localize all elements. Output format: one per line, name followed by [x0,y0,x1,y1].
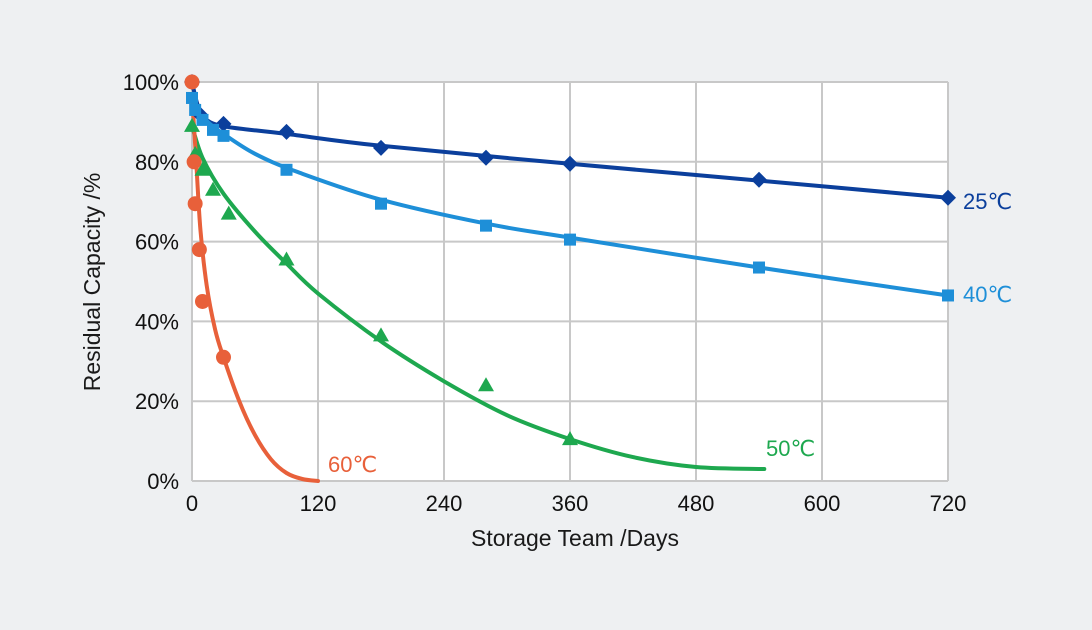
data-point-circle [195,293,210,309]
y-tick-label: 40% [135,309,179,334]
data-point-diamond [215,115,232,132]
data-point-diamond [278,123,295,140]
data-point-square [480,219,492,232]
data-point-square [186,91,198,104]
series-label-circle: 60℃ [328,452,377,477]
data-point-square [564,233,576,246]
data-point-triangle [194,161,211,176]
data-point-triangle [220,205,237,220]
x-tick-label: 360 [552,491,589,516]
data-point-square [217,129,230,142]
fit-curve-circle [190,92,320,483]
data-point-square [280,163,293,176]
series-label-diamond: 25℃ [963,189,1012,214]
data-point-diamond [562,155,578,172]
y-axis-title: Residual Capacity /% [79,173,105,392]
x-tick-label: 120 [300,491,337,516]
series-label-triangle: 50℃ [766,436,815,461]
data-point-square [753,261,765,274]
x-tick-label: 240 [426,491,463,516]
x-axis-ticks: 0 120 240 360 480 600 720 [186,491,966,516]
data-point-square [196,113,209,126]
series-label-square: 40℃ [963,282,1012,307]
data-point-square [942,289,954,302]
data-point-square [207,123,219,136]
data-point-triangle [373,327,389,342]
x-tick-label: 720 [930,491,967,516]
fit-curve-triangle [190,123,767,471]
data-point-square [375,197,387,210]
data-point-circle [184,74,200,90]
data-points [184,74,956,446]
x-tick-label: 0 [186,491,198,516]
data-point-triangle [205,181,221,196]
x-tick-label: 480 [678,491,715,516]
data-point-diamond [751,171,767,188]
x-axis-title: Storage Team /Days [471,525,679,551]
y-tick-label: 20% [135,389,179,414]
data-point-square [189,103,202,116]
data-point-triangle [184,117,200,132]
y-tick-label: 100% [123,70,179,95]
x-tick-label: 600 [804,491,841,516]
data-point-triangle [562,431,578,446]
y-axis-ticks: 0% 20% 40% 60% 80% 100% [123,70,179,494]
data-point-triangle [478,377,494,392]
y-tick-label: 60% [135,230,179,255]
data-point-circle [191,242,207,258]
data-point-circle [186,154,202,170]
data-point-circle [187,196,203,212]
y-tick-label: 0% [147,469,179,494]
data-point-diamond [478,149,494,166]
data-point-diamond [373,139,389,156]
data-point-circle [216,349,231,365]
y-tick-label: 80% [135,150,179,175]
data-point-diamond [940,189,956,206]
grid-lines [191,81,949,482]
data-point-triangle [278,251,295,266]
series-labels: 25℃ 40℃ 50℃ 60℃ [328,189,1012,477]
